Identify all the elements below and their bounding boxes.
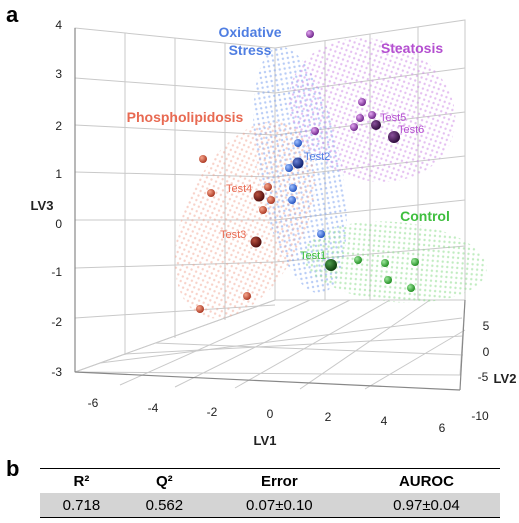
table-cell: 0.97±0.04	[352, 493, 500, 518]
z-tick-label: 1	[55, 167, 62, 181]
point-oxidative-stress	[294, 139, 302, 147]
point-steatosis	[368, 111, 376, 119]
table-cell: 0.07±0.10	[205, 493, 353, 518]
point-steatosis	[350, 123, 358, 131]
axes-frame	[74, 28, 466, 391]
scatter-3d-plot: 4 3 2 1 0 -1 -2 -3 -6 -4 -2 0 2 4 6 5 0 …	[31, 18, 517, 448]
point-oxidative-stress	[317, 230, 325, 238]
point-steatosis	[358, 98, 366, 106]
point-control	[407, 284, 415, 292]
point-control	[381, 259, 389, 267]
point-phospholipidosis	[267, 196, 275, 204]
y-tick-label: 5	[483, 319, 490, 333]
y-tick-label: -10	[471, 409, 489, 423]
test-label: Test3	[220, 229, 246, 241]
test-label: Test6	[398, 124, 424, 136]
group-label-phospholipidosis: Phospholipidosis	[127, 109, 244, 125]
table-header-cell: AUROC	[398, 472, 454, 490]
group-label-steatosis: Steatosis	[381, 40, 443, 56]
y-axis-title: LV2	[494, 371, 517, 386]
test-label: Test4	[226, 183, 252, 195]
cluster-phospholipidosis	[174, 121, 316, 319]
point-test5	[371, 120, 381, 130]
table-header-cell: Error	[260, 472, 298, 490]
point-phospholipidosis	[259, 206, 267, 214]
test-label: Test2	[304, 151, 330, 163]
point-test1	[325, 259, 337, 271]
point-phospholipidosis	[196, 305, 204, 313]
z-tick-label: 3	[55, 67, 62, 81]
point-oxidative-stress	[289, 184, 297, 192]
cluster-control	[303, 221, 487, 303]
table-header-row: R² Q² Error AUROC	[40, 468, 500, 494]
x-tick-label: 0	[267, 407, 274, 421]
test-label: Test5	[380, 112, 406, 124]
z-tick-label: 2	[55, 119, 62, 133]
z-axis-title: LV3	[31, 198, 54, 213]
z-tick-label: -3	[51, 365, 62, 379]
cluster-steatosis	[288, 38, 456, 182]
x-tick-label: 4	[381, 414, 388, 428]
table-header-cell: R²	[73, 472, 90, 490]
point-oxidative-stress	[288, 196, 296, 204]
table-cell: 0.562	[122, 493, 206, 518]
point-control	[411, 258, 419, 266]
point-test3	[250, 236, 262, 248]
z-tick-label: -1	[51, 265, 62, 279]
x-tick-label: -6	[88, 396, 99, 410]
z-tick-label: -2	[51, 315, 62, 329]
point-oxidative-stress	[285, 164, 293, 172]
group-label-oxidative-stress-2: Stress	[229, 42, 272, 58]
x-tick-label: -2	[207, 405, 218, 419]
panel-b-label: b	[6, 456, 20, 481]
y-tick-label: -5	[478, 370, 489, 384]
x-axis-title: LV1	[254, 433, 277, 448]
x-tick-label: 6	[439, 421, 446, 435]
group-label-oxidative-stress: Oxidative	[218, 24, 281, 40]
z-tick-label: 4	[55, 18, 62, 32]
point-control	[354, 256, 362, 264]
y-tick-label: 0	[483, 345, 490, 359]
point-test4	[253, 190, 265, 202]
points	[196, 30, 419, 313]
model-stats-table: R² Q² Error AUROC 0.718 0.562 0.07±0.10 …	[40, 468, 500, 518]
grid-floor	[74, 299, 466, 390]
table-row: 0.718 0.562 0.07±0.10 0.97±0.04	[40, 493, 500, 518]
point-test2	[292, 157, 304, 169]
panel-a-label: a	[6, 2, 19, 27]
x-tick-label: 2	[325, 410, 332, 424]
point-phospholipidosis	[199, 155, 207, 163]
test-label: Test1	[300, 250, 326, 262]
z-tick-label: 0	[55, 217, 62, 231]
x-tick-label: -4	[148, 401, 159, 415]
group-label-control: Control	[400, 208, 450, 224]
point-steatosis	[356, 114, 364, 122]
point-control	[384, 276, 392, 284]
point-phospholipidosis	[264, 183, 272, 191]
table-cell: 0.718	[40, 493, 123, 518]
point-test6	[388, 131, 400, 143]
point-steatosis	[311, 127, 319, 135]
point-steatosis	[306, 30, 314, 38]
table-header-cell: Q²	[156, 472, 173, 490]
point-phospholipidosis	[243, 292, 251, 300]
point-phospholipidosis	[207, 189, 215, 197]
